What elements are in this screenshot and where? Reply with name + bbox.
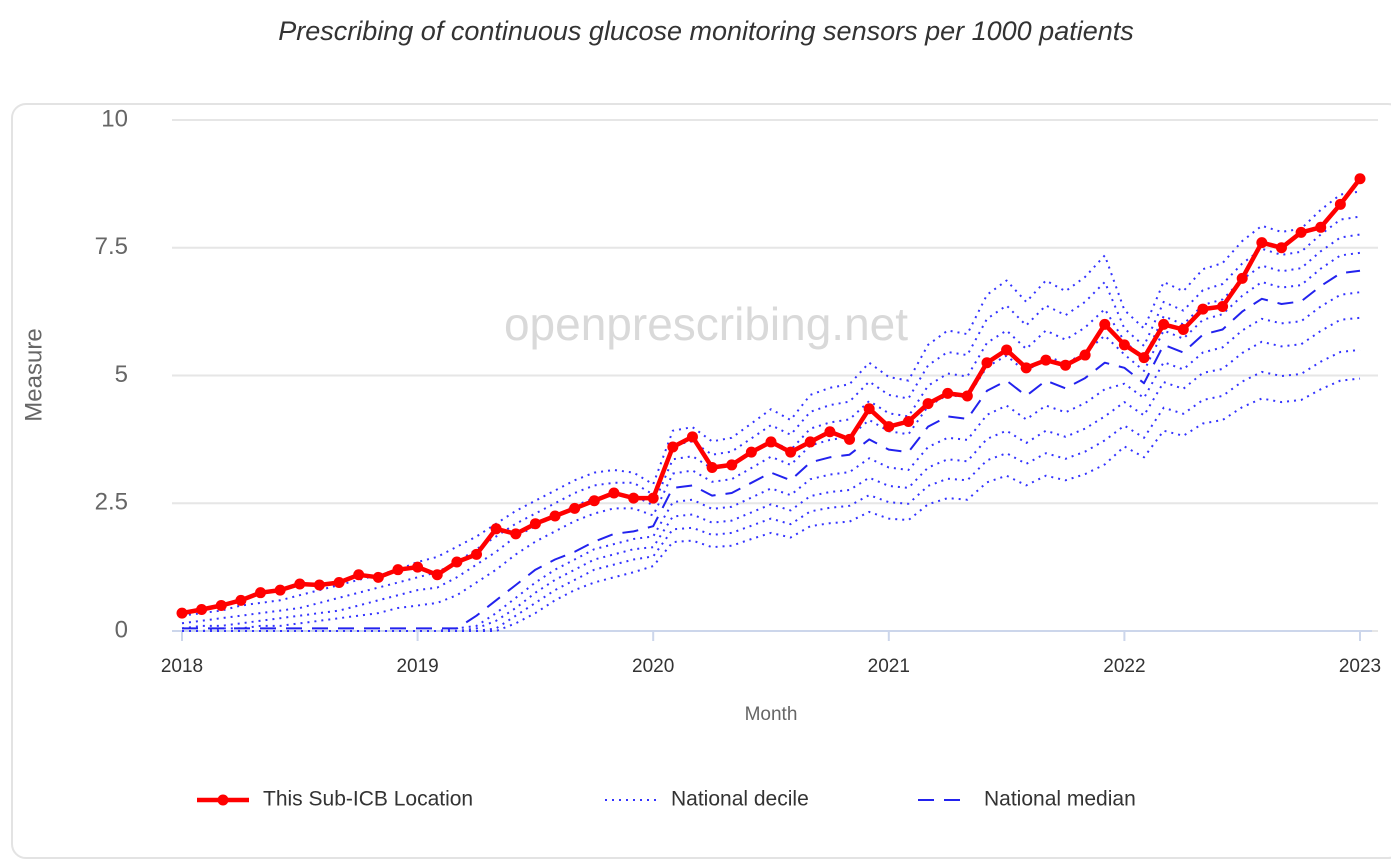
x-tick-label: 2018 [161, 656, 203, 677]
data-point [1315, 221, 1327, 233]
data-point [883, 421, 895, 433]
data-point [647, 492, 659, 504]
data-point [863, 403, 875, 415]
data-point [529, 518, 541, 530]
data-point [844, 433, 856, 445]
data-point [981, 357, 993, 369]
data-point [333, 576, 345, 588]
y-tick-label: 0 [115, 616, 128, 643]
data-point [1177, 324, 1189, 336]
data-point [313, 579, 325, 591]
data-point [1079, 349, 1091, 361]
data-point [922, 398, 934, 410]
data-point [274, 584, 286, 596]
chart-title: Prescribing of continuous glucose monito… [278, 16, 1134, 46]
data-point [961, 390, 973, 402]
legend-label: National decile [671, 788, 809, 811]
x-tick-label: 2019 [396, 656, 438, 677]
y-tick-label: 2.5 [95, 489, 128, 516]
data-point [235, 594, 247, 606]
data-point [726, 459, 738, 471]
series-line [182, 269, 1361, 630]
legend-label: National median [984, 788, 1136, 811]
data-point [706, 461, 718, 473]
y-tick-label: 7.5 [95, 233, 128, 260]
data-point [1138, 352, 1150, 364]
data-point [196, 604, 208, 616]
data-point [1217, 301, 1229, 313]
data-point [667, 441, 679, 453]
data-point [294, 578, 306, 590]
data-point [255, 587, 267, 599]
legend-marker [217, 794, 229, 806]
data-point [628, 492, 640, 504]
data-point [1158, 318, 1170, 330]
data-point [765, 436, 777, 448]
series-line [182, 251, 1361, 632]
y-tick-label: 5 [115, 361, 128, 388]
data-point [785, 446, 797, 458]
data-point [588, 495, 600, 507]
data-point [471, 548, 482, 560]
data-point [1334, 198, 1346, 210]
data-point [372, 571, 384, 583]
y-tick-label: 10 [101, 105, 128, 132]
x-tick-label: 2023 [1339, 656, 1381, 677]
x-tick-label: 2020 [632, 656, 674, 677]
data-point [412, 561, 424, 573]
x-tick-label: 2022 [1103, 656, 1145, 677]
data-point [804, 436, 816, 448]
data-point [569, 502, 581, 514]
x-axis-label: Month [745, 704, 798, 725]
watermark: openprescribing.net [504, 298, 908, 350]
series-line [182, 291, 1361, 632]
data-point [451, 556, 463, 568]
data-point [510, 528, 522, 540]
data-point [1040, 354, 1052, 366]
data-point [1197, 303, 1209, 315]
data-point [392, 564, 404, 576]
data-point [824, 426, 836, 438]
x-tick-label: 2021 [868, 656, 910, 677]
data-point [353, 569, 365, 581]
legend-label: This Sub-ICB Location [263, 788, 473, 811]
data-point [1236, 272, 1248, 284]
data-point [490, 523, 502, 535]
data-point [1295, 226, 1307, 238]
data-point [608, 487, 620, 499]
data-point [1001, 344, 1013, 356]
series-line [181, 215, 1361, 625]
card [11, 103, 1391, 859]
data-point [1020, 362, 1032, 374]
data-point [431, 569, 443, 581]
y-axis-label: Measure [20, 328, 47, 421]
data-point [215, 599, 227, 611]
data-point [1275, 242, 1287, 254]
data-point [942, 387, 954, 399]
data-point [176, 607, 188, 619]
data-point [549, 510, 561, 522]
data-point [1060, 359, 1071, 371]
data-point [745, 446, 757, 458]
data-point [902, 415, 914, 427]
data-point [1099, 318, 1111, 330]
series-line [181, 190, 1361, 617]
data-point [1256, 237, 1268, 249]
data-point [1354, 173, 1366, 185]
data-point [1118, 339, 1130, 351]
data-point [686, 431, 698, 443]
